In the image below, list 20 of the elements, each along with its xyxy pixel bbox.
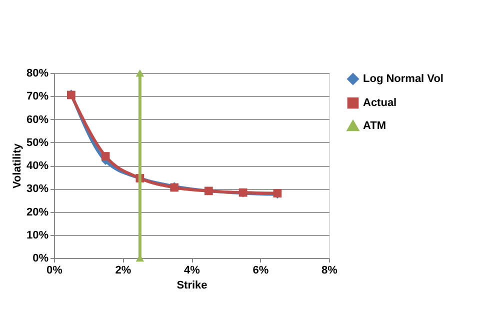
y-tick-label: 50%: [26, 136, 49, 149]
legend-label: ATM: [363, 120, 386, 132]
y-tick-label: 30%: [26, 183, 49, 196]
x-tick-label: 2%: [115, 264, 132, 276]
y-axis-title: Volatility: [11, 142, 24, 189]
y-tick-label: 60%: [26, 114, 49, 126]
legend-label: Actual: [363, 97, 397, 109]
x-tick-label: 8%: [322, 264, 338, 276]
y-tick-label: 80%: [26, 68, 49, 80]
x-tick-label: 6%: [252, 264, 269, 276]
y-tick-label: 20%: [26, 206, 49, 218]
point: [101, 152, 110, 160]
y-tick-label: 10%: [26, 229, 49, 242]
y-tick-label: 0%: [32, 252, 49, 264]
x-axis-title: Strike: [176, 280, 208, 292]
x-tick-label: 0%: [46, 264, 63, 276]
y-tick-label: 40%: [26, 160, 49, 172]
y-tick-label: 70%: [26, 90, 49, 103]
legend-label: Log Normal Vol: [363, 73, 444, 85]
x-tick-label: 4%: [184, 264, 200, 276]
